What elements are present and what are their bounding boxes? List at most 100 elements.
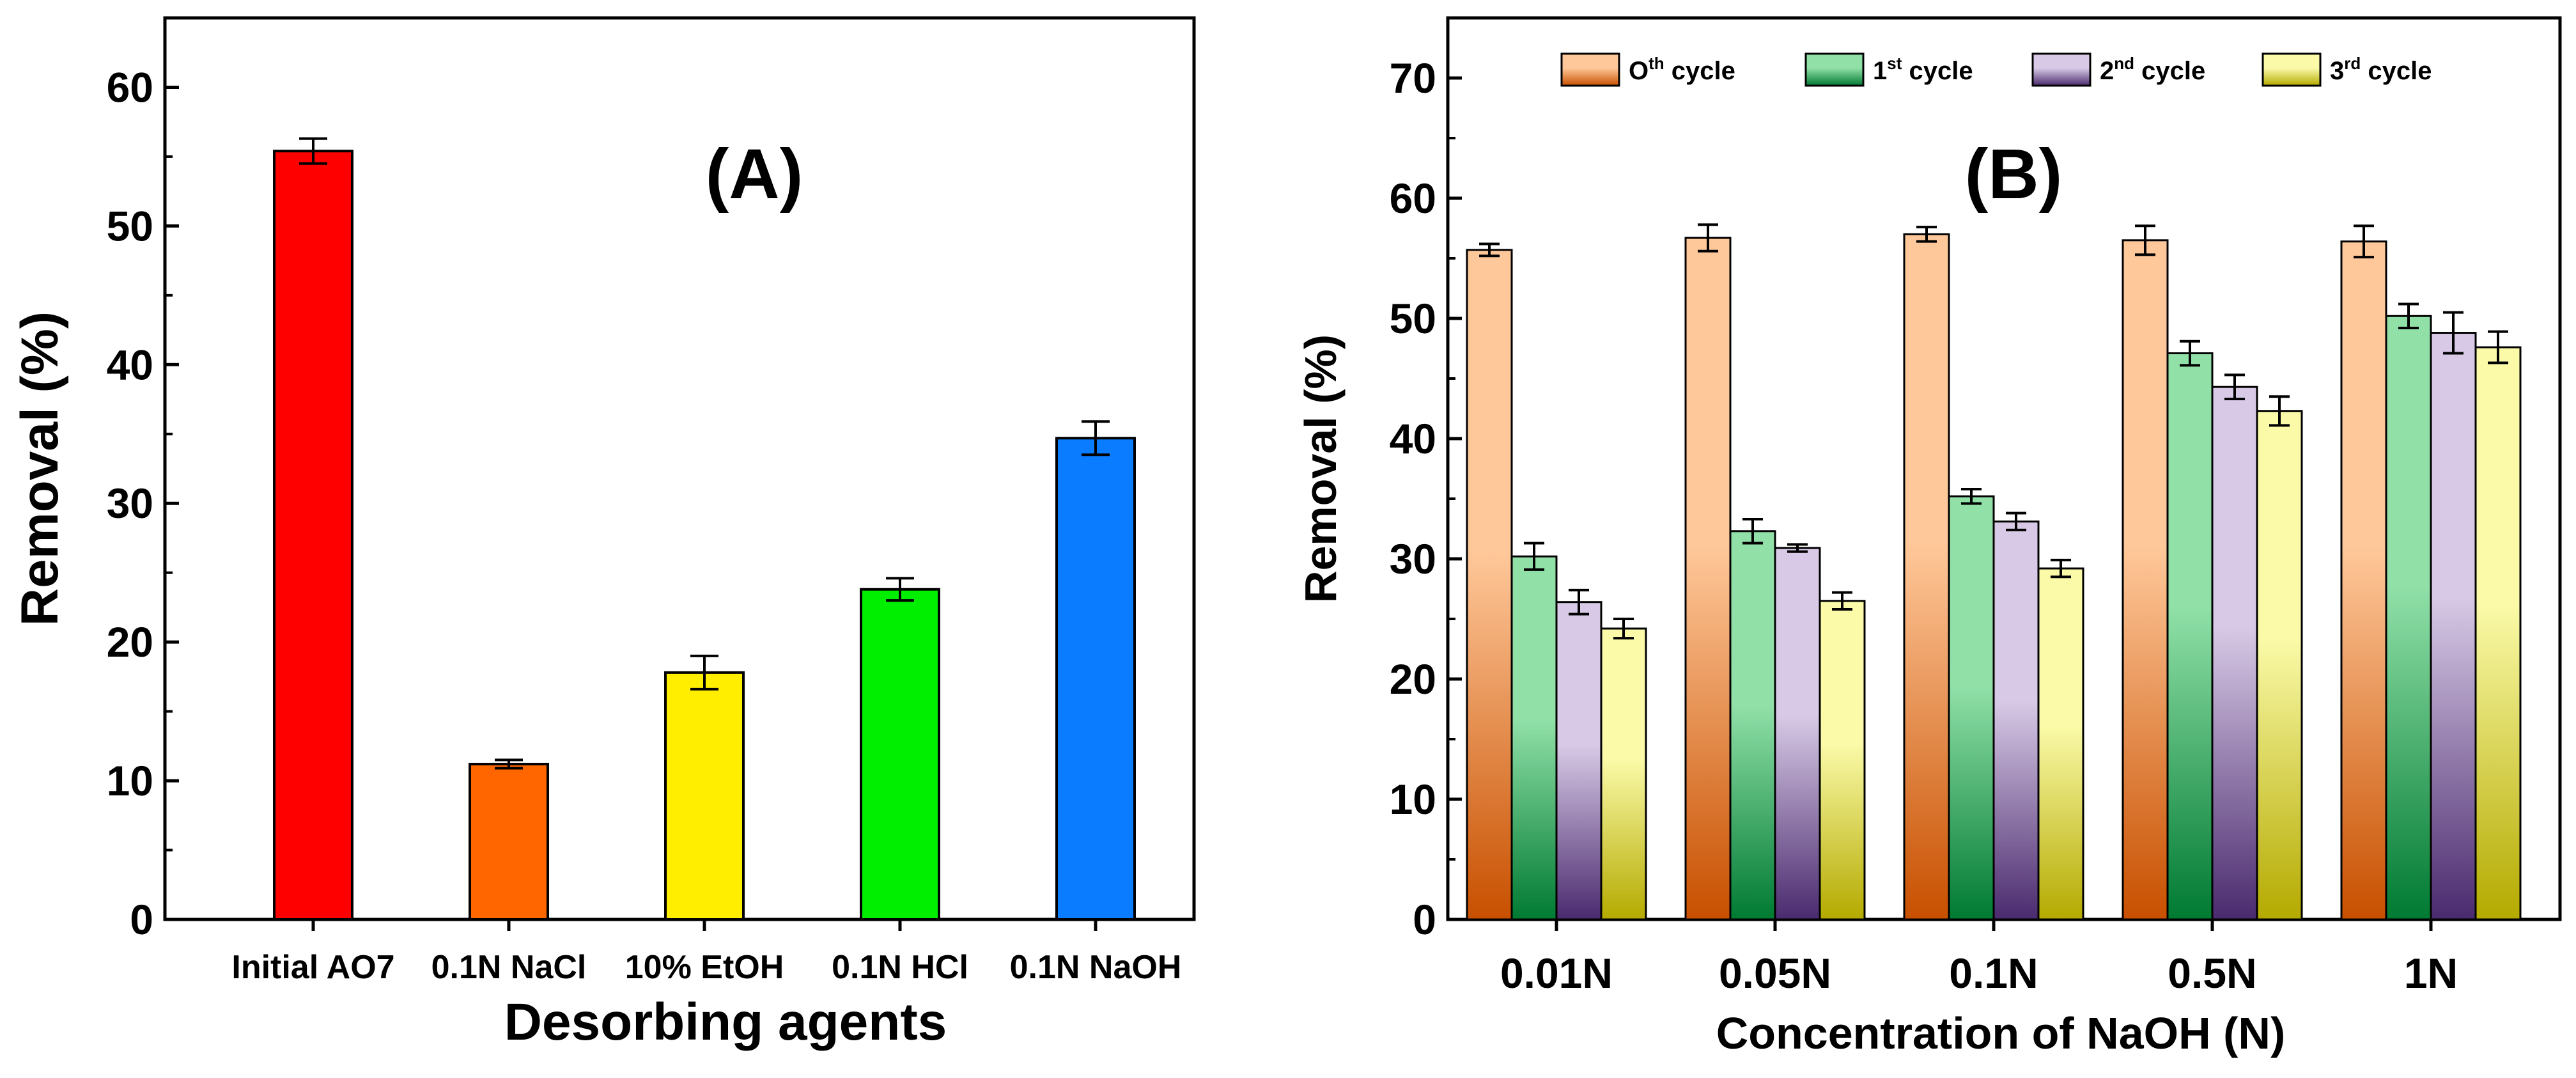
x-tick-label: 0.1N xyxy=(1949,949,2038,997)
bar-0-05n-cycle-0 xyxy=(1684,237,1732,921)
x-tick-label: 0.5N xyxy=(2168,949,2256,997)
panel-a-y-axis-title: Removal (%) xyxy=(11,311,69,626)
panel-b-x-axis: 0.01N 0.05N 0.1N 0.5N 1N xyxy=(1500,919,2458,997)
y-tick-label: 10 xyxy=(107,757,153,804)
error-bar xyxy=(2354,224,2374,259)
error-bar xyxy=(1916,226,1937,243)
bar-initial-ao7 xyxy=(273,150,353,921)
legend-item-cycle-2: 2nd cycle xyxy=(2031,52,2205,87)
legend-label-suffix: cycle xyxy=(2361,57,2432,85)
error-bar xyxy=(2443,311,2463,355)
error-bar xyxy=(2051,558,2071,579)
error-bar xyxy=(1698,223,1718,253)
error-bar xyxy=(1613,618,1634,640)
error-bar xyxy=(1832,591,1852,611)
bar-0-5n-cycle-2 xyxy=(2211,386,2258,921)
bar-0-1n-hcl xyxy=(860,588,940,921)
bar-0-05n-cycle-2 xyxy=(1774,547,1821,921)
y-tick-label: 50 xyxy=(1390,295,1436,342)
x-tick-label: Initial AO7 xyxy=(231,949,394,986)
error-bar xyxy=(2488,330,2508,364)
panel-a-x-axis-title: Desorbing agents xyxy=(504,993,947,1051)
error-bar xyxy=(1742,517,1763,545)
legend-item-cycle-0: Oth cycle xyxy=(1560,52,1735,87)
legend-label-sup: th xyxy=(1649,54,1664,73)
legend-label-suffix: cycle xyxy=(1902,57,1973,85)
y-tick-label: 20 xyxy=(107,618,153,666)
legend-label-name: O xyxy=(1629,57,1649,85)
y-tick-label: 30 xyxy=(1390,535,1436,582)
panel-a-y-axis: 0 10 20 30 40 50 60 xyxy=(107,17,179,943)
bar-10-etoh xyxy=(664,671,745,921)
legend-label-name: 2 xyxy=(2100,57,2114,85)
bar-0-5n-cycle-0 xyxy=(2122,239,2169,921)
x-tick-label: 0.1N HCl xyxy=(832,949,968,986)
y-tick-label: 50 xyxy=(107,202,153,249)
legend-label-suffix: cycle xyxy=(1664,57,1735,85)
legend-swatch xyxy=(1804,52,1865,87)
legend-label: 2nd cycle xyxy=(2100,54,2205,85)
y-tick-label: 40 xyxy=(1390,415,1436,462)
error-bar xyxy=(2180,340,2200,367)
y-tick-label: 0 xyxy=(1413,896,1436,943)
bar-1n-cycle-2 xyxy=(2430,332,2477,921)
y-tick-label: 40 xyxy=(107,341,153,388)
panel-b-legend: Oth cycle 1st cycle 2nd cycle 3rd cycle xyxy=(1560,52,2432,87)
legend-swatch xyxy=(2262,52,2322,87)
x-tick-label: 0.05N xyxy=(1719,949,1831,997)
bar-1n-cycle-0 xyxy=(2340,240,2387,921)
panel-b-bars xyxy=(1466,223,2522,921)
y-tick-label: 30 xyxy=(107,480,153,527)
bar-0-05n-cycle-1 xyxy=(1729,530,1776,921)
error-bar xyxy=(2135,224,2155,256)
legend-label-name: 1 xyxy=(1873,57,1887,85)
x-tick-label: 10% EtOH xyxy=(625,949,784,986)
error-bar xyxy=(1524,542,1544,571)
bar-0-1n-cycle-0 xyxy=(1903,233,1950,921)
panel-a-chart: 0 10 20 30 40 50 60 Initial AO7 0.1N NaCl 10% Et… xyxy=(11,16,1196,1051)
panel-a-x-axis: Initial AO7 0.1N NaCl 10% EtOH 0.1N HCl 0.1N… xyxy=(231,919,1181,986)
bar-1n-cycle-3 xyxy=(2474,346,2522,921)
legend-label-sup: nd xyxy=(2114,54,2134,73)
panel-b-y-axis: 0 10 20 30 40 50 60 70 xyxy=(1390,17,1462,943)
panel-b-chart: 0 10 20 30 40 50 60 70 0.01N 0.05N 0.1N 0.5N 1N Oth… xyxy=(1296,16,2562,1058)
legend-label: 3rd cycle xyxy=(2330,54,2432,85)
panel-b-x-axis-title: Concentration of NaOH (N) xyxy=(1716,1008,2286,1058)
error-bar xyxy=(495,758,523,770)
legend-label-sup: st xyxy=(1887,54,1902,73)
error-bar xyxy=(1082,420,1110,457)
legend-swatch xyxy=(1560,52,1620,87)
bar-0-1n-cycle-1 xyxy=(1948,495,1995,921)
legend-label-sup: rd xyxy=(2344,54,2361,73)
y-tick-label: 20 xyxy=(1390,655,1436,703)
error-bar xyxy=(886,577,914,602)
error-bar xyxy=(1569,588,1589,616)
legend-item-cycle-3: 3rd cycle xyxy=(2262,52,2432,87)
bar-0-1n-cycle-3 xyxy=(2037,567,2084,921)
error-bar xyxy=(690,654,718,691)
error-bar xyxy=(1479,242,1500,258)
error-bar xyxy=(299,137,327,165)
x-tick-label: 0.01N xyxy=(1500,949,1613,997)
panel-a-bars xyxy=(273,137,1136,921)
legend-label: Oth cycle xyxy=(1629,54,1735,85)
y-tick-label: 60 xyxy=(1390,175,1436,222)
error-bar xyxy=(1961,487,1982,505)
x-tick-label: 0.1N NaOH xyxy=(1010,949,1182,986)
bar-0-01n-cycle-2 xyxy=(1555,601,1602,921)
panel-b-y-axis-title: Removal (%) xyxy=(1296,334,1346,603)
error-bar xyxy=(2269,395,2290,427)
legend-label: 1st cycle xyxy=(1873,54,1973,85)
bar-0-01n-cycle-1 xyxy=(1510,555,1558,921)
y-tick-label: 0 xyxy=(130,896,153,943)
bar-1n-cycle-1 xyxy=(2385,315,2432,921)
bar-0-01n-cycle-3 xyxy=(1600,627,1647,921)
bar-0-01n-cycle-0 xyxy=(1466,249,1513,921)
x-tick-label: 0.1N NaCl xyxy=(431,949,587,986)
legend-label-name: 3 xyxy=(2330,57,2344,85)
y-tick-label: 60 xyxy=(107,63,153,111)
legend-item-cycle-1: 1st cycle xyxy=(1804,52,1973,87)
bar-0-1n-naoh xyxy=(1055,437,1136,921)
bar-0-5n-cycle-3 xyxy=(2256,410,2303,921)
